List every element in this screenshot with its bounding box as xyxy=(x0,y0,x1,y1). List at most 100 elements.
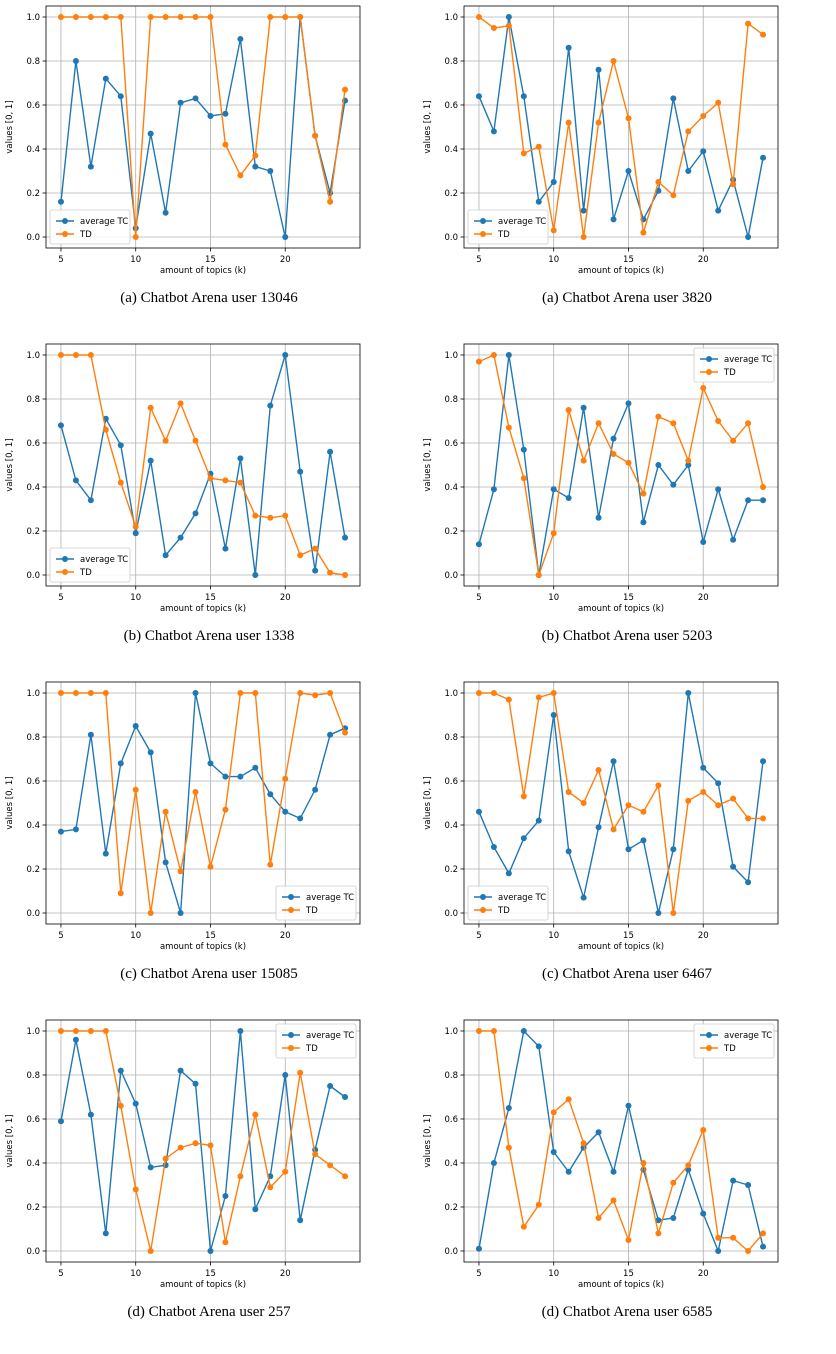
y-tick-label: 1.0 xyxy=(26,13,40,23)
data-point xyxy=(760,758,767,765)
data-point xyxy=(535,694,542,701)
y-tick-label: 0.6 xyxy=(26,101,40,111)
data-point xyxy=(595,514,602,521)
data-point xyxy=(192,1080,199,1087)
legend: average TC TD xyxy=(49,547,131,583)
series-average-tc xyxy=(57,352,349,578)
y-tick-label: 0.8 xyxy=(26,1071,40,1081)
data-point xyxy=(132,523,139,530)
data-point xyxy=(610,58,617,64)
x-tick-label: 20 xyxy=(280,593,291,603)
data-point xyxy=(550,530,557,537)
data-point xyxy=(207,760,214,767)
data-point xyxy=(297,1069,304,1076)
data-point xyxy=(237,773,244,780)
data-point xyxy=(312,1151,319,1158)
data-point xyxy=(297,815,304,822)
data-point xyxy=(342,1094,349,1100)
data-point xyxy=(222,1193,229,1199)
data-point xyxy=(162,209,169,216)
y-tick-label: 0.2 xyxy=(444,865,458,875)
x-tick-label: 5 xyxy=(58,255,63,265)
y-tick-label: 0.2 xyxy=(444,1203,458,1213)
data-point xyxy=(192,690,199,696)
data-point xyxy=(595,119,602,126)
legend: average TC TD xyxy=(49,209,131,245)
data-point xyxy=(490,1028,497,1034)
data-point xyxy=(550,486,557,493)
data-point xyxy=(730,1234,737,1241)
y-tick-label: 1.0 xyxy=(444,1027,458,1037)
data-point xyxy=(207,1248,214,1254)
data-point xyxy=(222,773,229,780)
y-tick-label: 0.4 xyxy=(444,145,458,155)
data-point xyxy=(670,1215,677,1221)
series-line xyxy=(60,692,346,914)
data-point xyxy=(342,729,349,736)
data-point xyxy=(565,1096,572,1103)
data-point xyxy=(565,848,572,855)
data-point xyxy=(327,1162,334,1169)
data-point xyxy=(595,824,602,831)
data-point xyxy=(625,400,632,407)
legend-label: TD xyxy=(305,906,318,916)
data-point xyxy=(550,1109,557,1116)
data-point xyxy=(192,1140,199,1147)
data-point xyxy=(745,234,752,240)
data-point xyxy=(87,163,94,170)
data-point xyxy=(610,1197,617,1204)
x-axis-label: amount of topics (k) xyxy=(578,266,664,276)
data-point xyxy=(57,1028,64,1034)
y-tick-label: 0.4 xyxy=(444,1159,458,1169)
y-axis-label: values [0, 1] xyxy=(423,776,433,829)
data-point xyxy=(207,475,214,482)
data-point xyxy=(520,93,527,100)
data-point xyxy=(327,198,334,205)
data-point xyxy=(685,457,692,464)
data-point xyxy=(267,402,274,409)
data-point xyxy=(520,1223,527,1230)
legend-marker xyxy=(62,218,68,224)
y-tick-label: 0.2 xyxy=(26,865,40,875)
y-tick-label: 0.2 xyxy=(444,527,458,537)
y-tick-label: 0.6 xyxy=(444,777,458,787)
data-point xyxy=(550,179,557,185)
series-td xyxy=(57,1028,349,1254)
x-tick-label: 15 xyxy=(205,255,216,265)
chart-panel-b-5203: 5 10 15 20 0.0 0.2 0.4 0.6 0.8 1.0 amount of topic… xyxy=(418,338,836,676)
series-td xyxy=(57,14,349,240)
data-point xyxy=(610,435,617,442)
data-point xyxy=(610,1168,617,1175)
data-point xyxy=(177,534,184,541)
legend: average TC TD xyxy=(693,347,775,383)
data-point xyxy=(475,808,482,815)
legend-label: TD xyxy=(723,368,736,378)
data-point xyxy=(625,1102,632,1109)
data-point xyxy=(222,477,229,484)
data-point xyxy=(177,910,184,916)
data-point xyxy=(715,802,722,809)
x-tick-label: 5 xyxy=(476,1269,481,1279)
data-point xyxy=(715,780,722,787)
data-point xyxy=(237,479,244,486)
grid-lines xyxy=(46,344,360,586)
legend: average TC TD xyxy=(275,885,357,921)
data-point xyxy=(595,1215,602,1221)
data-point xyxy=(505,1105,512,1111)
data-point xyxy=(565,407,572,413)
legend-label: average TC xyxy=(80,217,128,227)
data-point xyxy=(730,1177,737,1184)
data-point xyxy=(342,534,349,541)
data-point xyxy=(57,1118,64,1125)
data-point xyxy=(207,863,214,870)
data-point xyxy=(715,207,722,214)
y-tick-label: 1.0 xyxy=(444,351,458,361)
data-point xyxy=(72,352,79,358)
data-point xyxy=(475,358,482,365)
y-tick-label: 0.4 xyxy=(444,483,458,493)
data-point xyxy=(685,797,692,804)
y-tick-label: 0.4 xyxy=(26,821,40,831)
data-point xyxy=(490,352,497,358)
data-point xyxy=(87,352,94,358)
y-axis-label: values [0, 1] xyxy=(5,1114,15,1167)
